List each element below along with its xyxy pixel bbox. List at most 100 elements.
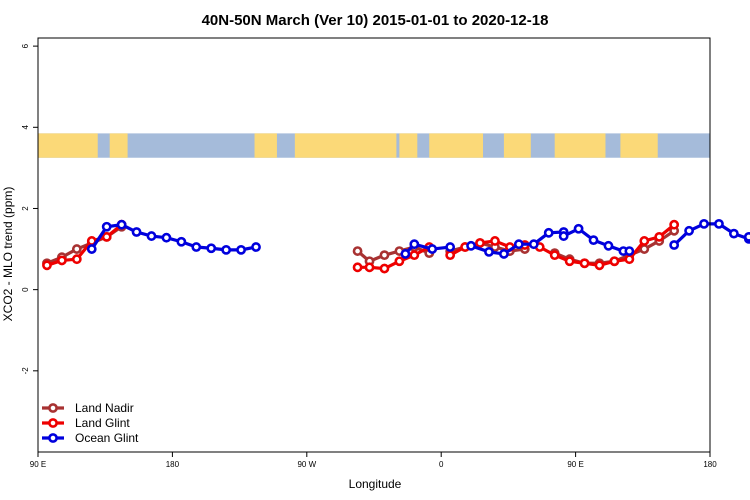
data-point [236, 244, 246, 255]
data-point [394, 256, 405, 267]
data-point [352, 246, 363, 256]
data-point [513, 239, 524, 250]
data-point [42, 260, 52, 271]
data-point [191, 242, 202, 252]
data-point [409, 239, 420, 250]
legend-swatch-marker [48, 418, 58, 428]
plot-frame [37, 37, 711, 453]
data-point [221, 244, 232, 255]
data-point [624, 254, 635, 265]
data-point [573, 223, 584, 234]
data-point [743, 231, 750, 242]
world-map-band [38, 133, 710, 158]
legend-label: Ocean Glint [75, 431, 139, 445]
data-point [728, 228, 739, 239]
data-point [176, 236, 187, 247]
data-point [251, 242, 261, 252]
data-point [56, 255, 67, 266]
data-point [669, 219, 680, 230]
data-point [603, 240, 614, 251]
y-tick-label: 4 [21, 125, 30, 130]
series-line [404, 242, 451, 256]
map-land [429, 133, 484, 158]
data-point [71, 244, 82, 254]
data-point [475, 238, 485, 248]
data-point [364, 262, 375, 273]
y-tick-label: 2 [21, 206, 30, 211]
data-point [609, 256, 620, 267]
y-axis-label: XCO2 - MLO trend (ppm) [1, 187, 15, 322]
map-land [620, 133, 658, 158]
legend-item: Ocean Glint [42, 431, 139, 445]
x-tick-label: 0 [439, 460, 444, 469]
y-tick-label: -2 [21, 367, 30, 375]
data-point [146, 231, 157, 241]
map-land [109, 133, 128, 158]
x-tick-label: 90 E [567, 460, 583, 469]
map-land [294, 133, 397, 158]
data-point [684, 225, 694, 236]
x-tick-label: 90 W [297, 460, 316, 469]
data-point [639, 236, 650, 246]
data-point [379, 263, 390, 274]
legend-label: Land Glint [75, 416, 130, 430]
data-point [564, 256, 575, 267]
x-axis-ticks: 90 E 180 90 W 0 90 E 180 [30, 452, 717, 469]
chart-title: 40N-50N March (Ver 10) 2015-01-01 to 202… [202, 12, 549, 29]
x-tick-label: 90 E [30, 460, 46, 469]
data-point [594, 260, 605, 271]
data-point [161, 232, 172, 243]
data-point [86, 244, 97, 254]
data-point [427, 244, 438, 254]
data-point [445, 242, 456, 252]
series-layer [42, 218, 750, 274]
data-point [206, 243, 217, 254]
data-point [549, 250, 560, 261]
data-point [699, 218, 709, 229]
data-point [131, 227, 142, 237]
map-land [399, 133, 418, 158]
legend-swatch-marker [48, 403, 58, 413]
x-axis-label: Longitude [349, 477, 402, 491]
data-point [588, 235, 599, 246]
data-point [669, 240, 680, 250]
x-tick-label: 180 [166, 460, 180, 469]
y-axis-ticks: -2 0 2 4 6 [21, 43, 38, 374]
data-point [484, 246, 494, 257]
data-point [499, 249, 509, 259]
series-ocean-glint [86, 218, 750, 259]
data-point [71, 254, 82, 265]
data-point [579, 258, 590, 269]
data-point [101, 231, 112, 242]
data-point [409, 250, 420, 261]
data-point [528, 239, 539, 250]
data-point [352, 262, 363, 273]
legend-swatch-marker [48, 433, 58, 443]
legend-item: Land Glint [42, 416, 130, 430]
legend-item: Land Nadir [42, 401, 134, 415]
data-point [624, 246, 635, 256]
map-land [38, 133, 98, 158]
legend-label: Land Nadir [75, 401, 134, 415]
data-point [400, 249, 411, 259]
data-point [654, 231, 665, 242]
series-line [538, 223, 676, 267]
data-point [558, 231, 569, 241]
y-tick-label: 6 [21, 43, 30, 48]
data-point [445, 250, 456, 261]
data-point [379, 250, 390, 261]
data-point [490, 236, 500, 246]
y-tick-label: 0 [21, 287, 30, 292]
data-point [714, 218, 724, 229]
map-land [503, 133, 531, 158]
x-tick-label: 180 [703, 460, 717, 469]
data-point [466, 240, 476, 251]
map-land [554, 133, 606, 158]
data-point [543, 227, 554, 238]
map-land [254, 133, 277, 158]
data-point [116, 219, 127, 230]
data-point [101, 221, 112, 232]
